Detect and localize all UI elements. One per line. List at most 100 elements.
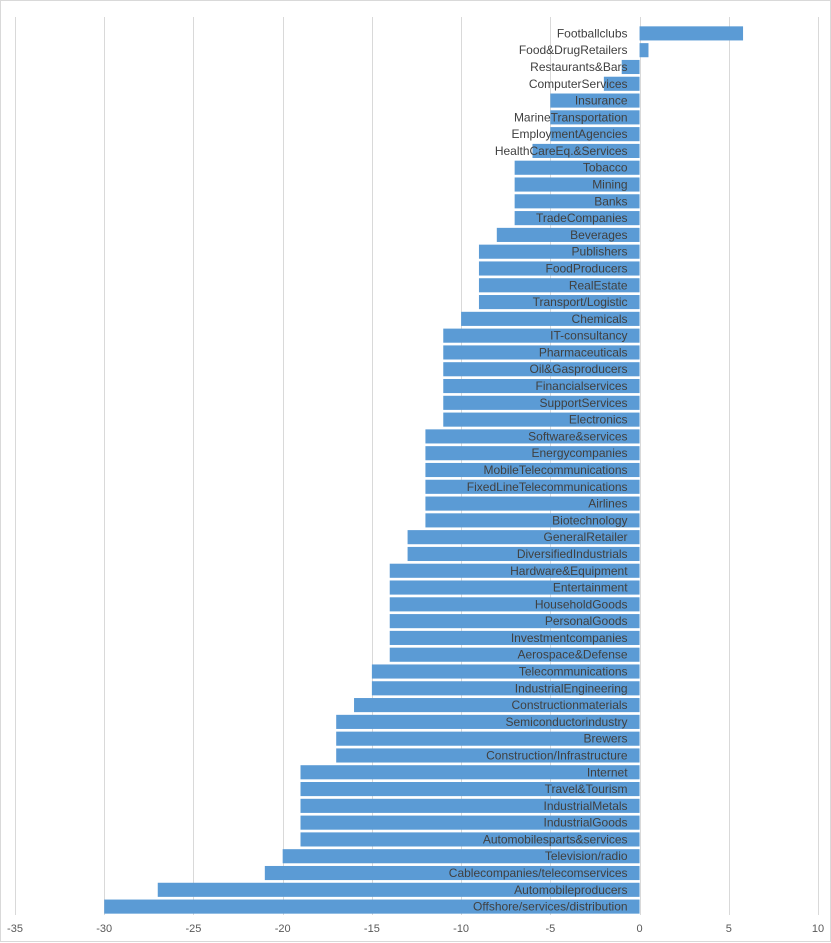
- category-label: HouseholdGoods: [535, 597, 628, 611]
- bar: [621, 59, 640, 75]
- category-label: Energycompanies: [531, 446, 627, 460]
- category-label: SupportServices: [540, 396, 628, 410]
- category-label: Television/radio: [545, 849, 628, 863]
- bar: [532, 143, 640, 158]
- bar: [514, 194, 640, 209]
- bar: [461, 311, 640, 326]
- bar: [300, 815, 640, 830]
- category-labels: Footballclubs Food&DrugRetailers Restauran…: [449, 26, 628, 913]
- bar: [425, 429, 640, 444]
- bar: [425, 496, 640, 511]
- category-label: Food&DrugRetailers: [519, 43, 628, 57]
- category-label: FixedLineTelecommunications: [467, 480, 628, 494]
- x-tick-label: -10: [453, 923, 469, 935]
- category-label: Banks: [594, 194, 627, 208]
- category-label: Aerospace&Defense: [517, 648, 627, 662]
- bar: [639, 43, 649, 58]
- category-label: Semiconductorindustry: [505, 715, 627, 729]
- category-label: Beverages: [570, 228, 627, 242]
- bar: [443, 345, 640, 360]
- bar: [443, 328, 640, 343]
- category-label: Oil&Gasproducers: [530, 362, 628, 376]
- bar: [282, 849, 640, 864]
- x-tick-label: -5: [545, 923, 555, 935]
- category-label: ComputerServices: [529, 77, 628, 91]
- category-label: Investmentcompanies: [511, 631, 628, 645]
- category-label: RealEstate: [569, 278, 628, 292]
- category-label: IT-consultancy: [550, 329, 627, 343]
- category-label: Restaurants&Bars: [530, 60, 627, 74]
- bar: [443, 412, 640, 427]
- category-label: Insurance: [575, 94, 628, 108]
- bar: [104, 899, 640, 914]
- bar: [354, 698, 640, 713]
- x-axis-tick-labels: -35 -30 -25 -20 -15 -10 -5 0 5 10: [7, 923, 824, 935]
- category-label: Publishers: [572, 245, 628, 259]
- x-tick-label: 5: [726, 923, 732, 935]
- category-label: HealthCareEq.&Services: [495, 144, 628, 158]
- bar: [478, 261, 640, 276]
- category-label: Biotechnology: [552, 513, 627, 527]
- bar: [603, 76, 640, 91]
- category-label: GeneralRetailer: [544, 530, 628, 544]
- x-tick-label: 0: [636, 923, 642, 935]
- bar: [157, 882, 640, 897]
- x-tick-label: -15: [364, 923, 380, 935]
- bar: [336, 731, 640, 746]
- category-label: Footballclubs: [557, 26, 628, 40]
- category-label: Transport/Logistic: [533, 295, 628, 309]
- bar: [371, 681, 640, 696]
- bar: [478, 295, 640, 310]
- category-label: Electronics: [569, 413, 628, 427]
- category-label: Internet: [587, 765, 628, 779]
- category-label: IndustrialGoods: [544, 816, 628, 830]
- category-label: IndustrialEngineering: [515, 681, 628, 695]
- bar: [389, 614, 640, 629]
- bar: [389, 630, 640, 645]
- category-label: Travel&Tourism: [545, 782, 628, 796]
- category-label: Tobacco: [583, 161, 628, 175]
- category-label: Hardware&Equipment: [510, 564, 628, 578]
- bar: [389, 597, 640, 612]
- bar: [300, 832, 640, 847]
- bar: [550, 110, 640, 125]
- bar: [514, 211, 640, 226]
- bar: [514, 177, 640, 192]
- x-tick-label: 10: [812, 923, 824, 935]
- category-label: Automobileproducers: [514, 883, 627, 897]
- bar: [300, 798, 640, 813]
- x-tick-label: -35: [7, 923, 23, 935]
- bar: [443, 378, 640, 394]
- bar: [550, 127, 640, 142]
- bar: [478, 278, 640, 293]
- category-label: IndustrialMetals: [544, 799, 628, 813]
- category-label: Mining: [592, 178, 627, 192]
- bar: [300, 765, 640, 780]
- bar: [639, 26, 744, 41]
- bars: [104, 26, 744, 914]
- gridlines: [15, 17, 819, 915]
- category-label: PersonalGoods: [545, 614, 628, 628]
- bar: [514, 160, 640, 175]
- category-label: Entertainment: [553, 581, 628, 595]
- category-label: Pharmaceuticals: [539, 345, 628, 359]
- x-tick-label: -20: [275, 923, 291, 935]
- category-label: Offshore/services/distribution: [473, 900, 628, 914]
- bar: [336, 748, 640, 763]
- bar: [389, 647, 640, 662]
- bar: [550, 93, 640, 108]
- bar: [425, 513, 640, 528]
- category-label: Financialservices: [536, 379, 628, 393]
- x-tick-label: -30: [96, 923, 112, 935]
- bar: [496, 227, 640, 242]
- category-label: Telecommunications: [519, 665, 628, 679]
- bar: [425, 479, 640, 494]
- category-label: Chemicals: [572, 312, 628, 326]
- category-label: Construction/Infrastructure: [486, 748, 628, 762]
- bar: [371, 664, 640, 679]
- category-label: FoodProducers: [546, 261, 628, 275]
- category-label: DiversifiedIndustrials: [517, 547, 628, 561]
- category-label: EmploymentAgencies: [511, 127, 627, 141]
